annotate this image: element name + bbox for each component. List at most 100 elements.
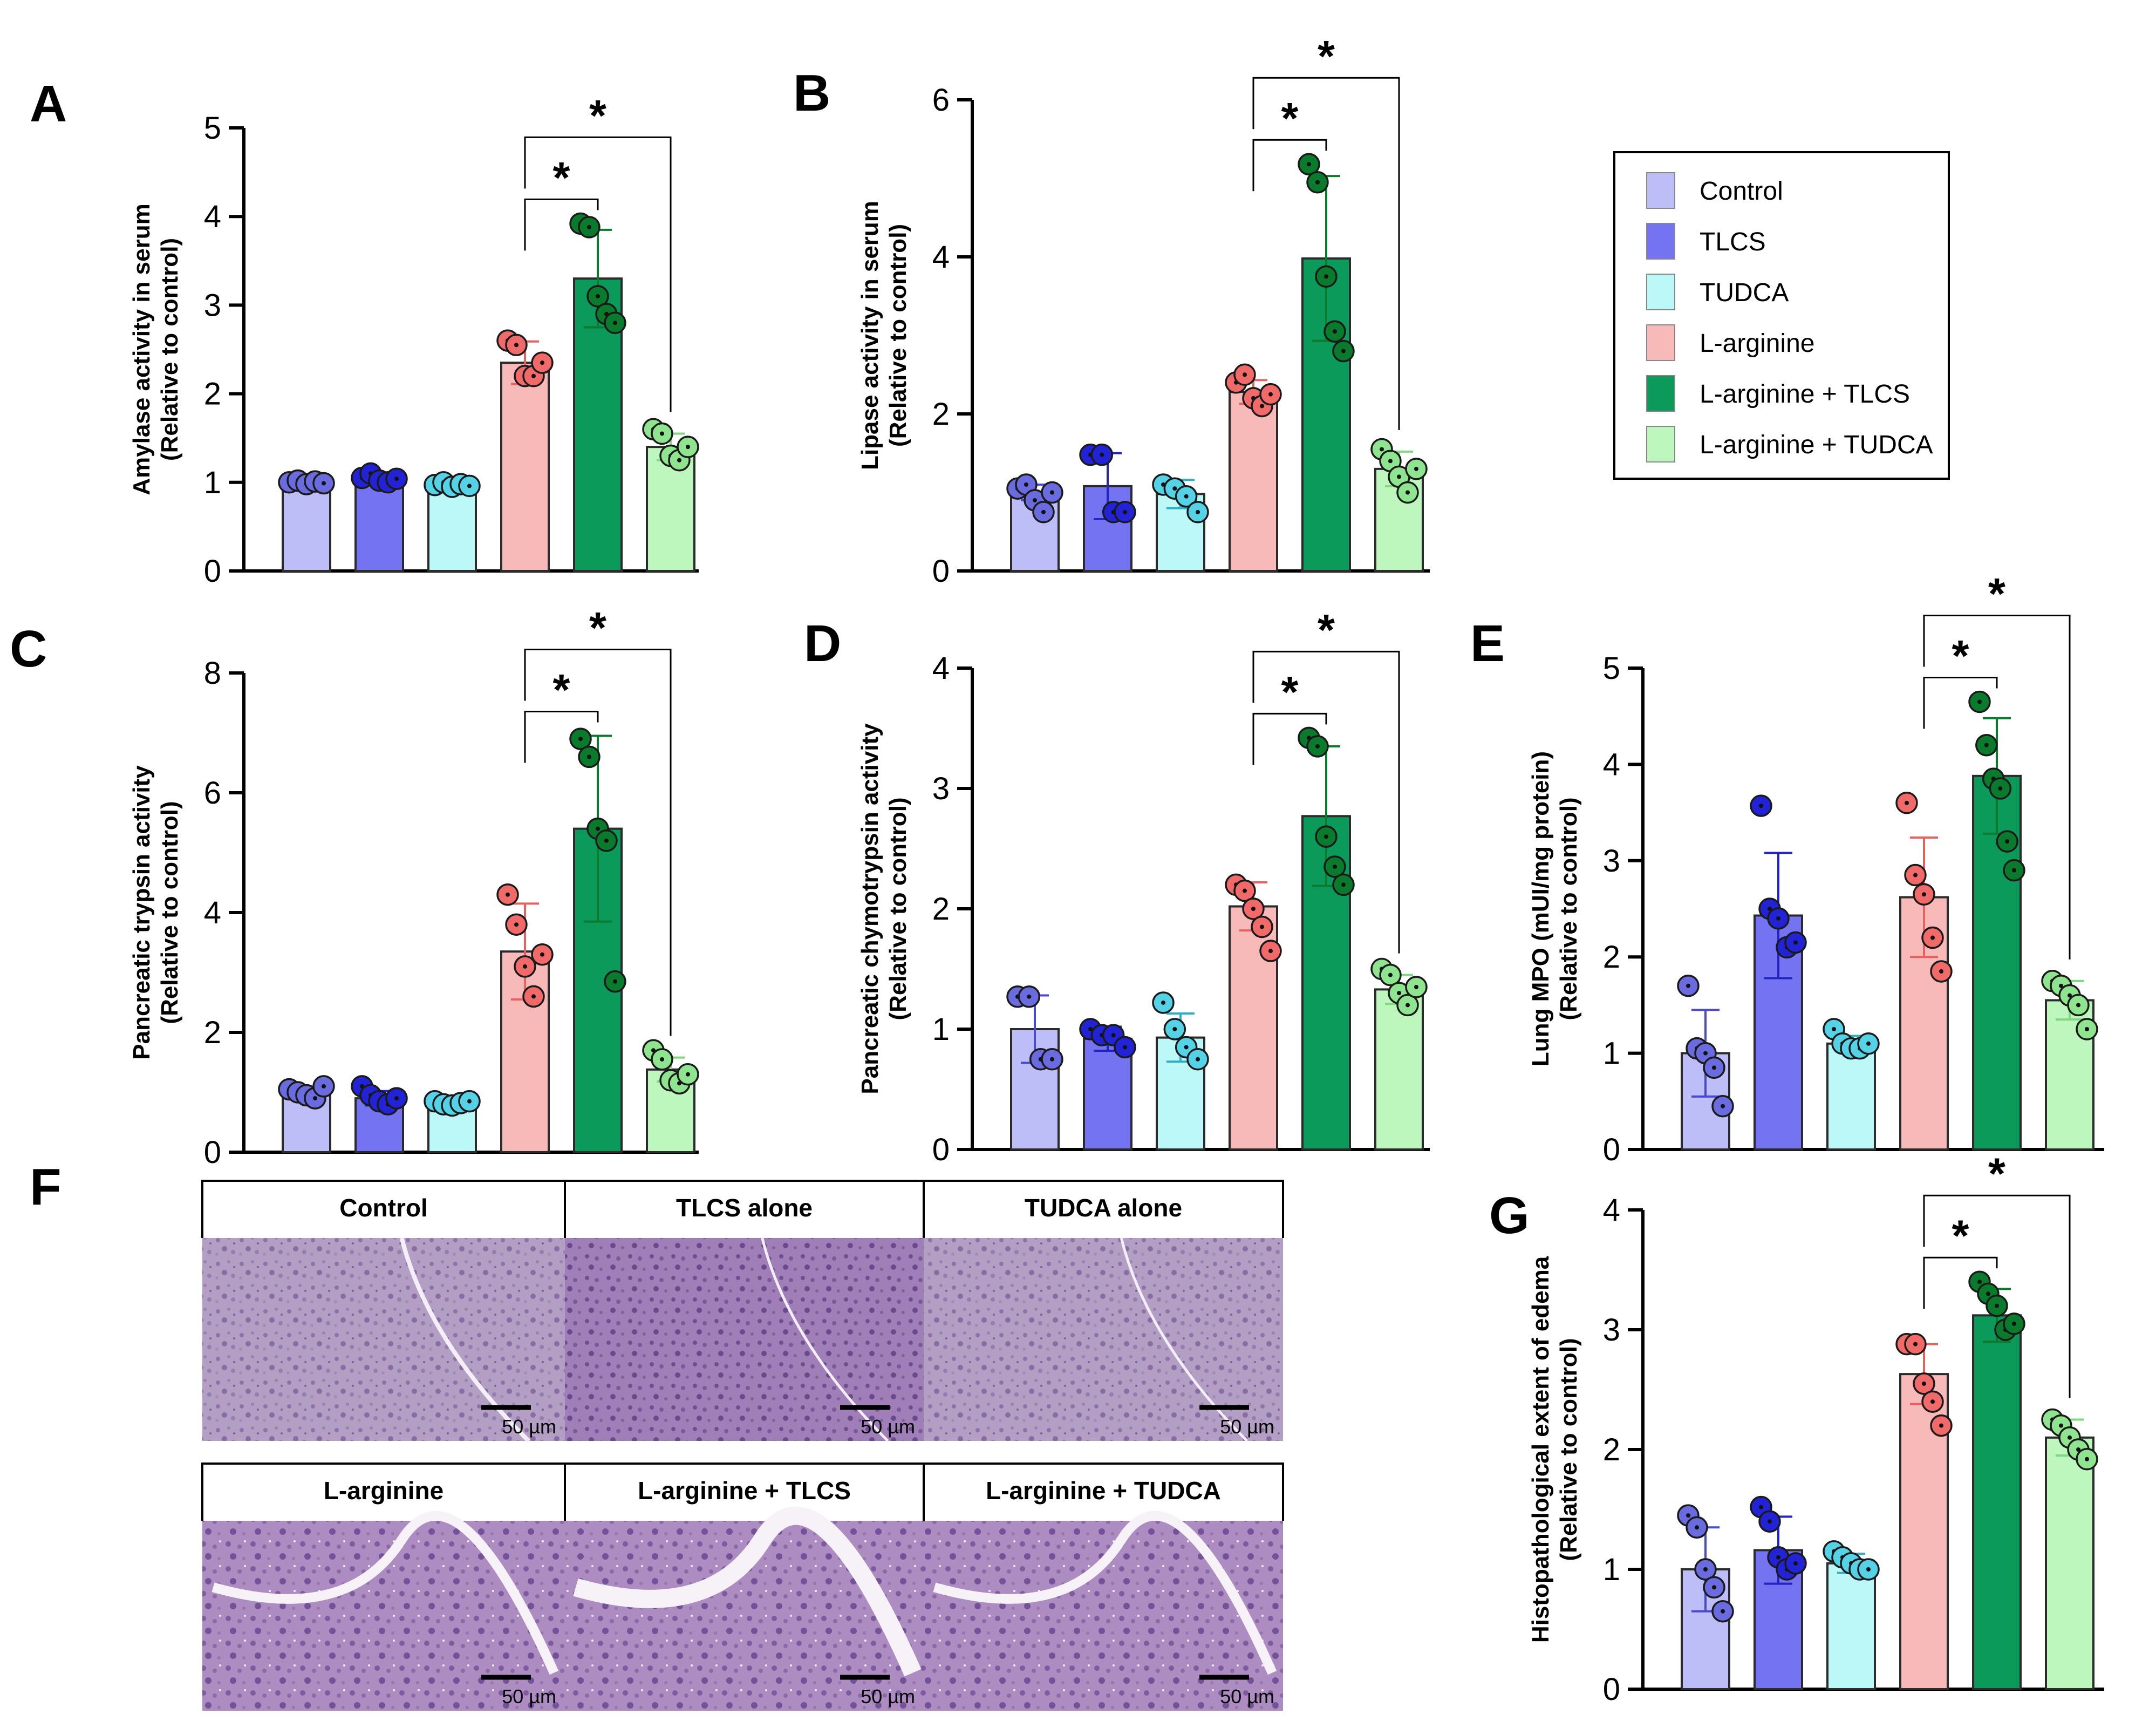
y-tick-label: 0 bbox=[1603, 1132, 1620, 1167]
data-point-center-l-arginine-plus-tudca bbox=[686, 1072, 690, 1077]
data-point-center-tudca bbox=[467, 1099, 472, 1104]
significance-star: * bbox=[1988, 1149, 2005, 1199]
y-tick-label: 0 bbox=[932, 554, 950, 589]
data-point-center-l-arginine bbox=[1922, 892, 1926, 897]
y-tick-label: 2 bbox=[1603, 940, 1620, 975]
histology-vessel-tudca-alone bbox=[1120, 1237, 1248, 1442]
data-point-center-tudca bbox=[1196, 509, 1200, 514]
histology-vessel-tlcs-alone bbox=[761, 1237, 889, 1442]
histology-image-tudca-alone bbox=[924, 1238, 1283, 1441]
y-axis-subtitle: (Relative to control) bbox=[156, 238, 183, 461]
data-point-center-l-arginine-plus-tlcs bbox=[2012, 868, 2016, 873]
data-point-center-l-arginine bbox=[1913, 1342, 1918, 1346]
scale-bar-label: 50 µm bbox=[502, 1685, 556, 1708]
y-tick-label: 1 bbox=[932, 1012, 950, 1047]
y-tick-label: 0 bbox=[204, 554, 221, 589]
histology-image-l-arginine bbox=[202, 1521, 565, 1711]
data-point-center-l-arginine bbox=[531, 994, 536, 999]
panel-letter: F bbox=[30, 1158, 62, 1216]
data-point-center-l-arginine bbox=[1251, 907, 1256, 911]
y-tick-label: 3 bbox=[1603, 1312, 1620, 1348]
data-point-center-tlcs bbox=[1776, 916, 1780, 921]
y-axis-title: Pancreatic chymotrypsin activity bbox=[857, 723, 883, 1094]
data-point-center-l-arginine bbox=[1913, 873, 1918, 877]
data-point-center-control bbox=[1033, 498, 1037, 503]
data-point-center-tlcs bbox=[1759, 804, 1763, 808]
y-tick-label: 6 bbox=[932, 83, 950, 118]
data-point-center-control bbox=[1712, 1585, 1716, 1590]
legend-swatch-l-arginine-plus-tlcs bbox=[1646, 375, 1675, 412]
data-point-center-l-arginine-plus-tlcs bbox=[596, 826, 600, 831]
data-point-center-l-arginine bbox=[1268, 949, 1273, 954]
data-point-center-tudca bbox=[1184, 494, 1189, 499]
data-point-center-l-arginine-plus-tudca bbox=[2059, 983, 2063, 988]
histology-header-l-arginine: L-arginine bbox=[324, 1477, 444, 1505]
data-point-center-l-arginine-plus-tlcs bbox=[1984, 743, 1989, 747]
significance-bracket bbox=[1252, 650, 1400, 954]
data-point-center-tudca bbox=[1172, 1027, 1177, 1031]
data-point-center-l-arginine-plus-tlcs bbox=[1341, 349, 1346, 353]
y-tick-label: 0 bbox=[204, 1135, 221, 1170]
data-point-center-l-arginine bbox=[1260, 924, 1264, 929]
bar-l-arginine-plus-tlcs bbox=[1972, 1314, 2022, 1691]
data-point-center-l-arginine bbox=[540, 952, 544, 957]
significance-star: * bbox=[1281, 668, 1299, 717]
significance-star: * bbox=[1952, 1212, 1969, 1261]
data-point-center-l-arginine-plus-tlcs bbox=[2012, 1321, 2016, 1326]
y-tick-label: 0 bbox=[932, 1132, 950, 1167]
data-point-center-control bbox=[1712, 1065, 1716, 1070]
y-tick-label: 4 bbox=[1603, 747, 1620, 782]
panel-letter: C bbox=[10, 620, 47, 678]
data-point-center-tudca bbox=[467, 484, 472, 488]
histology-image-l-arginine-plus-tudca bbox=[924, 1521, 1283, 1711]
significance-bracket bbox=[1252, 139, 1327, 192]
data-point-center-l-arginine-plus-tlcs bbox=[604, 838, 609, 843]
significance-star: * bbox=[1318, 32, 1335, 81]
y-tick-label: 4 bbox=[932, 240, 950, 275]
chart-panel-e: E 0 1 2 3 4 5 Lung MPO (mUI/mg protein) (Relativ… bbox=[1470, 569, 2104, 1167]
data-point-center-l-arginine-plus-tudca bbox=[2085, 1457, 2089, 1461]
data-point-center-l-arginine-plus-tlcs bbox=[1333, 329, 1337, 334]
data-point-center-control bbox=[1686, 1513, 1690, 1518]
y-tick-label: 5 bbox=[1603, 651, 1620, 686]
data-point-center-l-arginine-plus-tudca bbox=[1388, 972, 1393, 977]
legend-swatch-tlcs bbox=[1646, 223, 1675, 260]
histology-header-frame bbox=[923, 1180, 1284, 1238]
significance-bracket bbox=[1923, 1194, 2071, 1398]
data-point-center-l-arginine-plus-tlcs bbox=[613, 979, 617, 984]
data-point-center-l-arginine-plus-tlcs bbox=[1977, 1280, 1982, 1284]
data-point-center-l-arginine bbox=[1905, 800, 1909, 805]
y-axis-subtitle: (Relative to control) bbox=[885, 797, 911, 1020]
data-point-center-l-arginine-plus-tlcs bbox=[613, 321, 617, 325]
data-point-center-l-arginine-plus-tudca bbox=[2076, 1003, 2080, 1008]
y-tick-label: 3 bbox=[1603, 844, 1620, 879]
bar-l-arginine-plus-tudca bbox=[2045, 1436, 2094, 1691]
histology-header-control: Control bbox=[339, 1194, 428, 1222]
data-point-center-l-arginine-plus-tudca bbox=[1406, 1003, 1410, 1008]
data-point-center-l-arginine-plus-tlcs bbox=[1995, 1303, 1999, 1308]
significance-bracket bbox=[1923, 676, 1998, 729]
data-point-center-l-arginine bbox=[506, 892, 510, 897]
data-point-center-l-arginine-plus-tlcs bbox=[587, 225, 591, 229]
data-point-center-control bbox=[1695, 1525, 1699, 1530]
significance-star: * bbox=[589, 604, 606, 653]
significance-star: * bbox=[1952, 631, 1969, 681]
data-point-center-tlcs bbox=[1768, 1519, 1772, 1524]
data-point-center-l-arginine-plus-tudca bbox=[2059, 1423, 2063, 1428]
significance-star: * bbox=[1318, 606, 1335, 655]
histology-vessel-control bbox=[399, 1237, 530, 1443]
chart-panel-a: A 0 1 2 3 4 5 Amylase activity in serum (Relativ… bbox=[30, 75, 699, 589]
y-tick-label: 1 bbox=[1603, 1036, 1620, 1071]
data-point-center-tlcs bbox=[1100, 452, 1104, 457]
data-point-center-control bbox=[1703, 1567, 1708, 1572]
data-point-center-tlcs bbox=[1123, 509, 1127, 514]
significance-star: * bbox=[589, 91, 606, 140]
scale-bar-label: 50 µm bbox=[861, 1416, 915, 1438]
data-point-center-l-arginine-plus-tlcs bbox=[1986, 1291, 1990, 1296]
significance-bracket bbox=[524, 711, 599, 763]
y-axis-title: Histopathological extent of edema bbox=[1527, 1256, 1554, 1643]
data-point-center-l-arginine bbox=[531, 373, 536, 378]
bar-tlcs bbox=[354, 478, 404, 572]
y-tick-label: 6 bbox=[204, 776, 221, 811]
